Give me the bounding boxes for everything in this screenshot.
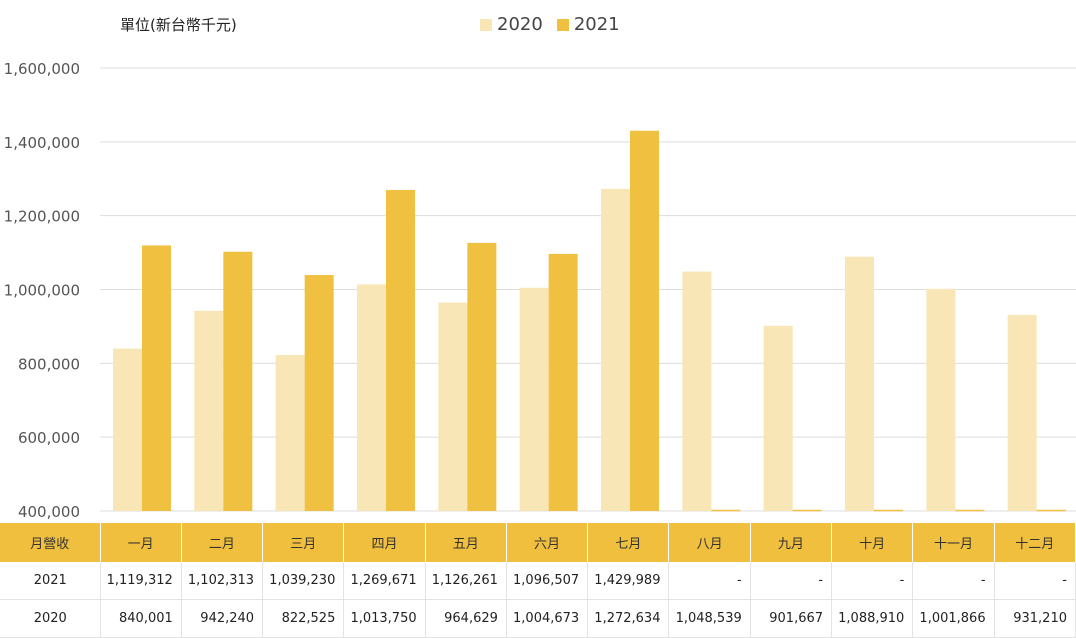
table-cell: 1,039,230 [262, 562, 345, 600]
y-tick-label: 1,200,000 [4, 208, 80, 226]
table-cell: 1,088,910 [831, 599, 914, 638]
bar-2020 [113, 348, 142, 511]
table-header-month: 十一月 [912, 523, 995, 562]
table-cell: - [668, 562, 751, 600]
table-row-label: 2021 [0, 562, 101, 600]
bar-2020 [519, 287, 549, 511]
y-tick-label: 400,000 [18, 503, 80, 521]
table-header-month: 五月 [425, 523, 507, 562]
table-header-month: 八月 [668, 523, 751, 562]
table-header-month: 一月 [100, 523, 182, 562]
table-cell: 901,667 [750, 599, 833, 638]
table-cell: 1,102,313 [181, 562, 264, 600]
bar-2021 [386, 189, 415, 511]
table-row-2020: 2020 840,001 942,240 822,525 1,013,750 9… [0, 599, 1076, 638]
table-cell: 1,269,671 [343, 562, 426, 600]
table-cell: 942,240 [181, 599, 264, 638]
legend-label-2021: 2021 [573, 14, 620, 35]
table-row-2021: 2021 1,119,312 1,102,313 1,039,230 1,269… [0, 562, 1076, 600]
bar-2021 [630, 130, 659, 511]
table-cell: 1,001,866 [912, 599, 995, 638]
legend-item-2020: 2020 [480, 14, 543, 35]
bar-chart: 400,000 600,000 800,000 1,000,000 1,200,000 1… [4, 60, 1076, 521]
revenue-table: 月營收 一月 二月 三月 四月 五月 六月 七月 八月 九月 十月 十一月 十二… [0, 523, 1076, 638]
y-tick-label: 600,000 [18, 429, 80, 447]
table-cell: - [912, 562, 995, 600]
table-header-month: 十月 [831, 523, 914, 562]
bar-2020 [845, 256, 874, 511]
table-cell: 822,525 [262, 599, 345, 638]
table-header-row: 月營收 一月 二月 三月 四月 五月 六月 七月 八月 九月 十月 十一月 十二… [0, 523, 1076, 562]
y-tick-label: 800,000 [18, 355, 80, 373]
bar-2020 [357, 284, 386, 511]
table-header-month: 十二月 [994, 523, 1076, 562]
bar-2021 [142, 245, 171, 511]
bar-2021 [548, 253, 578, 511]
legend-swatch-2021 [556, 18, 569, 31]
y-tick-label: 1,400,000 [4, 134, 80, 152]
table-header-month: 九月 [750, 523, 833, 562]
table-cell: 1,429,989 [587, 562, 670, 600]
table-corner-cell: 月營收 [0, 523, 101, 562]
table-cell: 1,048,539 [668, 599, 751, 638]
table-cell: - [831, 562, 914, 600]
bar-2020 [1007, 314, 1037, 511]
table-cell: 1,096,507 [506, 562, 589, 600]
bar-2020 [438, 302, 468, 511]
bar-2021 [223, 251, 253, 512]
table-cell: - [750, 562, 833, 600]
table-header-month: 四月 [343, 523, 426, 562]
bar-2021 [304, 275, 334, 511]
bar-2020 [926, 288, 956, 511]
bar-2020 [194, 310, 224, 511]
unit-label: 單位(新台幣千元) [120, 16, 237, 34]
table-cell: 964,629 [425, 599, 507, 638]
bar-2020 [275, 355, 305, 511]
legend: 2020 2021 [480, 14, 634, 35]
table-row-label: 2020 [0, 599, 101, 638]
bar-2021 [467, 242, 497, 511]
table-cell: 840,001 [100, 599, 182, 638]
table-header-month: 六月 [506, 523, 589, 562]
table-cell: 1,119,312 [100, 562, 182, 600]
table-header-month: 七月 [587, 523, 670, 562]
table-header-month: 三月 [262, 523, 345, 562]
table-header-month: 二月 [181, 523, 264, 562]
legend-item-2021: 2021 [556, 14, 620, 35]
y-tick-label: 1,600,000 [4, 60, 80, 78]
bar-2020 [763, 325, 793, 511]
table-cell: 1,004,673 [506, 599, 589, 638]
y-tick-label: 1,000,000 [4, 282, 80, 300]
legend-label-2020: 2020 [497, 14, 543, 35]
table-cell: 931,210 [994, 599, 1076, 638]
table-cell: 1,013,750 [343, 599, 426, 638]
table-cell: - [994, 562, 1076, 600]
table-cell: 1,272,634 [587, 599, 670, 638]
legend-swatch-2020 [480, 18, 492, 31]
table-cell: 1,126,261 [425, 562, 507, 600]
bar-2020 [682, 271, 712, 511]
bar-2020 [601, 188, 630, 512]
